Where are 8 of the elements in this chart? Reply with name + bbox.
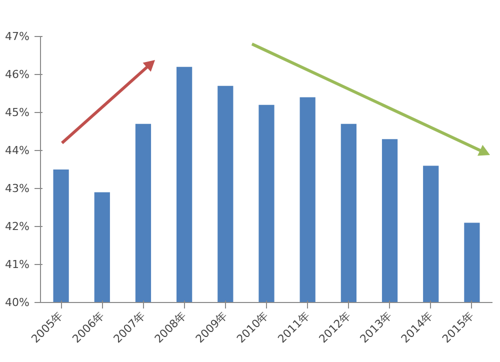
- y-tick-label: 45%: [5, 106, 30, 119]
- y-tick-label: 44%: [5, 144, 30, 157]
- y-tick-label: 47%: [5, 30, 30, 43]
- y-tick-label: 40%: [5, 296, 30, 309]
- y-tick-label: 42%: [5, 220, 30, 233]
- y-tick-label: 43%: [5, 182, 30, 195]
- y-tick-label: 46%: [5, 68, 30, 81]
- y-tick-label: 41%: [5, 258, 30, 271]
